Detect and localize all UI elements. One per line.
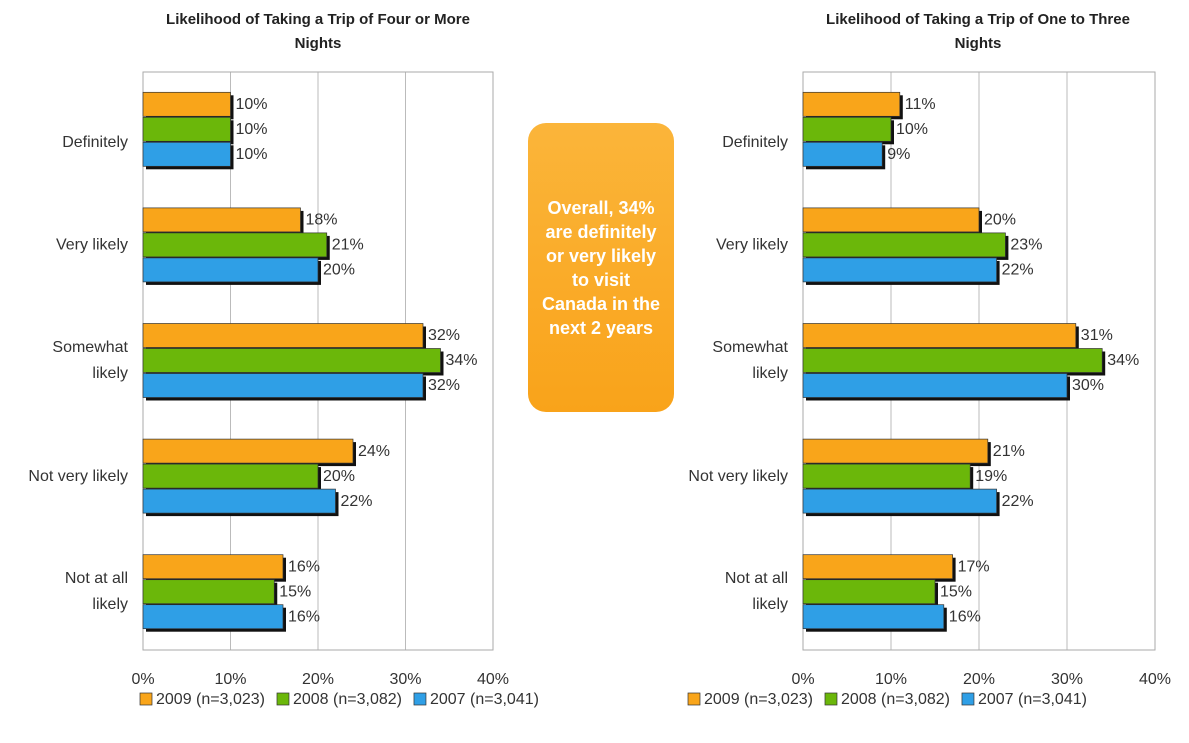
value-label: 34% xyxy=(446,352,478,369)
bar xyxy=(802,232,1006,258)
legend-label: 2009 (n=3,023) xyxy=(704,691,813,708)
bar xyxy=(142,579,275,605)
value-label: 30% xyxy=(1072,377,1104,394)
x-tick-label: 10% xyxy=(875,671,907,688)
x-tick-label: 20% xyxy=(963,671,995,688)
bar xyxy=(142,488,336,514)
bar xyxy=(802,554,953,580)
bar xyxy=(802,438,989,464)
chart-title: Likelihood of Taking a Trip of Four or M… xyxy=(166,11,470,52)
y-tick-label: Definitely xyxy=(722,134,788,151)
bar xyxy=(802,91,901,117)
value-label: 20% xyxy=(984,212,1016,229)
x-tick-label: 10% xyxy=(214,671,246,688)
value-label: 23% xyxy=(1010,237,1042,254)
x-tick-label: 0% xyxy=(791,671,814,688)
value-label: 11% xyxy=(905,96,936,113)
x-tick-label: 0% xyxy=(131,671,154,688)
value-label: 15% xyxy=(940,583,972,600)
value-label: 10% xyxy=(896,121,928,138)
bar xyxy=(802,207,980,233)
bar xyxy=(142,348,441,373)
value-label: 16% xyxy=(949,608,981,625)
y-tick-label: Very likely xyxy=(56,237,128,254)
value-label: 9% xyxy=(887,146,910,163)
y-tick-label: Somewhat likely xyxy=(712,339,788,382)
value-label: 16% xyxy=(288,558,320,575)
x-tick-label: 40% xyxy=(477,671,509,688)
value-label: 10% xyxy=(236,121,268,138)
value-label: 21% xyxy=(993,443,1025,460)
x-tick-label: 30% xyxy=(1051,671,1083,688)
bar xyxy=(142,438,354,464)
y-tick-label: Somewhat likely xyxy=(52,339,128,382)
value-label: 20% xyxy=(323,468,355,485)
value-label: 22% xyxy=(341,493,373,510)
legend-swatch xyxy=(824,692,838,706)
bar xyxy=(142,373,424,398)
bar xyxy=(802,604,945,630)
bar xyxy=(802,463,971,489)
bar xyxy=(142,207,301,233)
bar xyxy=(142,463,319,489)
x-tick-label: 40% xyxy=(1139,671,1171,688)
bar xyxy=(802,141,883,167)
callout-text: Overall, 34% are definitely or very like… xyxy=(541,197,661,338)
x-tick-label: 20% xyxy=(302,671,334,688)
legend-swatch xyxy=(413,692,427,706)
value-label: 24% xyxy=(358,443,390,460)
bar xyxy=(802,323,1077,348)
value-label: 20% xyxy=(323,262,355,279)
value-label: 19% xyxy=(975,468,1007,485)
legend-label: 2007 (n=3,041) xyxy=(430,691,539,708)
legend-label: 2007 (n=3,041) xyxy=(978,691,1087,708)
value-label: 32% xyxy=(428,327,460,344)
value-label: 17% xyxy=(958,558,990,575)
bar xyxy=(142,554,284,580)
bar xyxy=(142,232,328,258)
x-tick-label: 30% xyxy=(389,671,421,688)
value-label: 21% xyxy=(332,237,364,254)
bar xyxy=(142,323,424,348)
bar xyxy=(142,141,231,167)
y-tick-label: Very likely xyxy=(716,237,788,254)
y-tick-label: Not at all likely xyxy=(65,570,128,613)
y-tick-label: Not at all likely xyxy=(725,570,788,613)
value-label: 10% xyxy=(236,96,268,113)
y-tick-label: Definitely xyxy=(62,134,128,151)
value-label: 32% xyxy=(428,377,460,394)
legend-swatch xyxy=(139,692,153,706)
y-tick-label: Not very likely xyxy=(28,468,128,485)
value-label: 22% xyxy=(1002,493,1034,510)
bar xyxy=(802,116,892,142)
value-label: 16% xyxy=(288,608,320,625)
legend-swatch xyxy=(961,692,975,706)
bar xyxy=(802,348,1103,373)
bar xyxy=(802,373,1068,398)
chart-title: Likelihood of Taking a Trip of One to Th… xyxy=(826,11,1130,52)
value-label: 15% xyxy=(279,583,311,600)
bar xyxy=(802,579,936,605)
bar xyxy=(142,116,231,142)
value-label: 31% xyxy=(1081,327,1113,344)
y-tick-label: Not very likely xyxy=(688,468,788,485)
bar xyxy=(142,91,231,117)
legend-swatch xyxy=(687,692,701,706)
legend-label: 2008 (n=3,082) xyxy=(841,691,950,708)
bar xyxy=(142,604,284,630)
value-label: 22% xyxy=(1002,262,1034,279)
value-label: 18% xyxy=(306,212,338,229)
legend-swatch xyxy=(276,692,290,706)
value-label: 10% xyxy=(236,146,268,163)
callout-box: Overall, 34% are definitely or very like… xyxy=(528,123,674,412)
bar xyxy=(142,257,319,283)
bar xyxy=(802,488,997,514)
value-label: 34% xyxy=(1107,352,1139,369)
bar xyxy=(802,257,997,283)
legend-label: 2009 (n=3,023) xyxy=(156,691,265,708)
legend-label: 2008 (n=3,082) xyxy=(293,691,402,708)
